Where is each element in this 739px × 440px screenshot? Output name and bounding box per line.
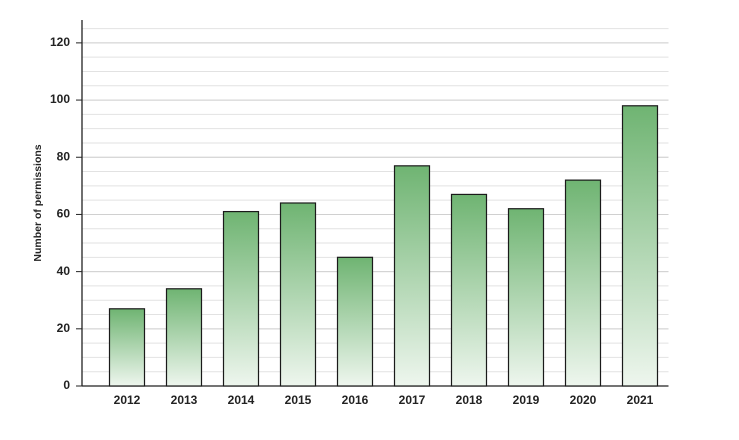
x-tick-label: 2013 <box>171 393 198 407</box>
x-tick-label: 2017 <box>399 393 426 407</box>
x-tick-label: 2020 <box>570 393 597 407</box>
y-tick-label: 120 <box>50 35 70 49</box>
bar <box>336 256 374 387</box>
y-tick-label: 0 <box>63 378 70 392</box>
y-tick-label: 60 <box>57 207 71 221</box>
y-axis-label: Number of permissions <box>32 144 44 261</box>
y-tick-label: 100 <box>50 92 70 106</box>
bar <box>108 308 146 387</box>
x-tick-label: 2019 <box>513 393 540 407</box>
bar <box>507 208 545 387</box>
bar <box>165 288 203 387</box>
x-tick-label: 2021 <box>627 393 654 407</box>
y-tick-label: 80 <box>57 149 71 163</box>
bar <box>222 210 260 387</box>
y-tick-label: 20 <box>57 321 71 335</box>
bar <box>393 165 431 387</box>
x-tick-label: 2014 <box>228 393 255 407</box>
bar <box>450 193 488 387</box>
y-tick-label: 40 <box>57 264 71 278</box>
bar <box>279 202 317 387</box>
x-tick-label: 2015 <box>285 393 312 407</box>
x-tick-label: 2012 <box>114 393 141 407</box>
x-tick-label: 2018 <box>456 393 483 407</box>
bar <box>564 179 602 387</box>
bar <box>621 105 659 387</box>
x-tick-label: 2016 <box>342 393 369 407</box>
